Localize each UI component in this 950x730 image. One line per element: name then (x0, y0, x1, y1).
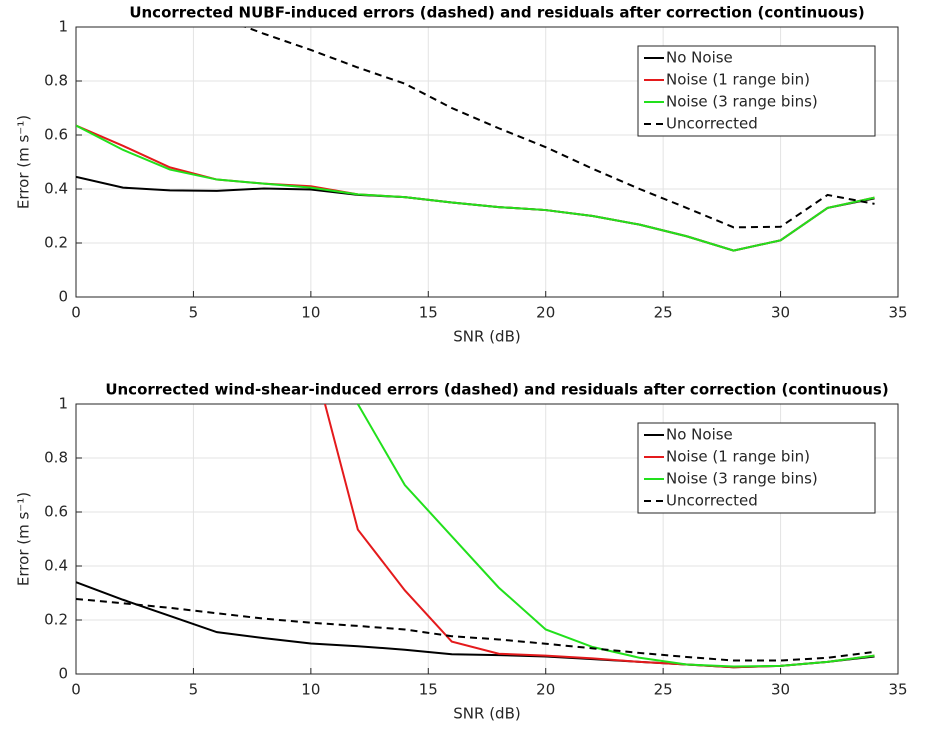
x-axis-label: SNR (dB) (453, 705, 520, 723)
y-tick-label: 0.4 (44, 557, 68, 575)
legend-label: Noise (1 range bin) (666, 71, 810, 89)
x-tick-label: 20 (536, 304, 555, 322)
y-tick-label: 0.4 (44, 180, 68, 198)
y-tick-label: 0 (58, 288, 68, 306)
legend-label: Noise (3 range bins) (666, 470, 818, 488)
series-line (76, 124, 875, 252)
x-tick-label: 10 (301, 681, 320, 699)
y-tick-label: 1 (58, 18, 68, 36)
x-tick-label: 5 (189, 681, 199, 699)
y-tick-label: 0.8 (44, 72, 68, 90)
legend-label: No Noise (666, 49, 733, 67)
y-tick-label: 0.6 (44, 503, 68, 521)
legend-box (637, 422, 876, 514)
series-line (76, 597, 875, 662)
y-tick-label: 1 (58, 395, 68, 413)
chart-title: Uncorrected NUBF-induced errors (dashed)… (129, 4, 864, 22)
x-tick-label: 35 (888, 304, 907, 322)
x-tick-label: 15 (419, 304, 438, 322)
axes-box (75, 403, 899, 675)
x-tick-label: 15 (419, 681, 438, 699)
x-tick-label: 25 (654, 304, 673, 322)
x-tick-label: 30 (771, 304, 790, 322)
x-tick-label: 0 (71, 681, 81, 699)
chart-title: Uncorrected wind-shear-induced errors (d… (105, 381, 888, 399)
legend-label: Noise (3 range bins) (666, 93, 818, 111)
x-tick-label: 25 (654, 681, 673, 699)
legend-label: No Noise (666, 426, 733, 444)
x-tick-label: 35 (888, 681, 907, 699)
y-tick-label: 0.6 (44, 126, 68, 144)
legend-label: Noise (1 range bin) (666, 448, 810, 466)
x-tick-label: 10 (301, 304, 320, 322)
y-axis-label: Error (m s⁻¹) (15, 492, 33, 586)
legend-box (637, 45, 876, 137)
chart: 0 5 10 15 20 25 30 35 0 0.2 0.4 0.6 0.8 1 Uncorrected … (15, 4, 908, 346)
x-tick-label: 5 (189, 304, 199, 322)
x-tick-label: 20 (536, 681, 555, 699)
y-tick-label: 0.2 (44, 611, 68, 629)
legend-label: Uncorrected (666, 115, 758, 133)
x-tick-label: 0 (71, 304, 81, 322)
series-line (242, 27, 875, 229)
series-line (356, 404, 875, 668)
y-axis-label: Error (m s⁻¹) (15, 115, 33, 209)
x-tick-label: 30 (771, 681, 790, 699)
axes-box (75, 26, 899, 298)
x-axis-label: SNR (dB) (453, 328, 520, 346)
y-tick-label: 0.8 (44, 449, 68, 467)
chart: 0 5 10 15 20 25 30 35 0 0.2 0.4 0.6 0.8 1 Uncorrected … (15, 381, 908, 723)
y-tick-label: 0.2 (44, 234, 68, 252)
y-tick-label: 0 (58, 665, 68, 683)
legend-label: Uncorrected (666, 492, 758, 510)
